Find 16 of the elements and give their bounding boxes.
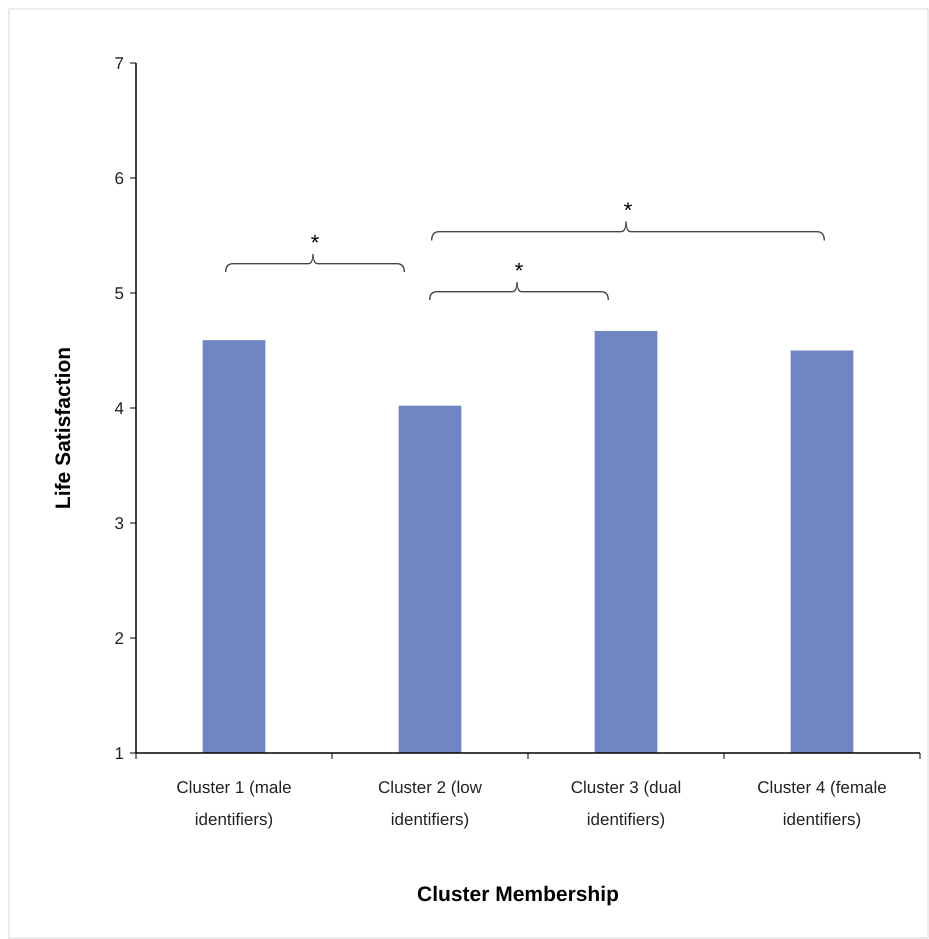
y-tick-label: 7 <box>114 54 124 73</box>
y-tick-label: 6 <box>114 168 124 188</box>
x-axis-title: Cluster Membership <box>417 883 619 906</box>
x-tick-label: Cluster 3 (dual identifiers) <box>570 778 682 829</box>
x-tick-label: Cluster 1 (male identifiers) <box>176 778 292 829</box>
x-tick-label: Cluster 2 (low identifiers) <box>378 778 483 829</box>
annotation: * <box>310 230 320 255</box>
y-tick-label: 5 <box>114 284 124 303</box>
annotation: * <box>624 198 633 222</box>
y-tick-label: 4 <box>114 398 124 418</box>
x-tick-label: Cluster 4 (female identifiers) <box>757 778 887 829</box>
y-tick-label: 3 <box>114 514 124 533</box>
y-tick-label: 2 <box>114 628 124 648</box>
y-axis-title: Life Satisfaction <box>52 346 75 510</box>
annotation: * <box>514 258 524 283</box>
y-tick-label: 1 <box>114 744 124 763</box>
